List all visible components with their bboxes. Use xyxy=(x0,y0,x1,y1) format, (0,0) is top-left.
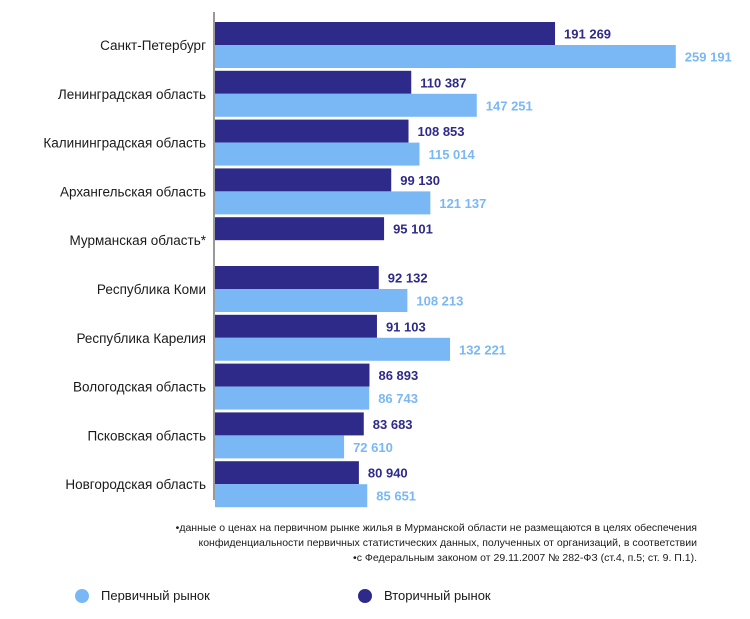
bar-secondary-market xyxy=(215,461,359,485)
value-label-secondary: 92 132 xyxy=(388,271,428,286)
value-label-primary: 132 221 xyxy=(459,342,506,357)
legend-item-secondary: Вторичный рынок xyxy=(358,588,491,603)
category-label: Ленинградская область xyxy=(58,87,206,102)
legend-swatch-primary xyxy=(75,588,89,603)
bar-primary-market xyxy=(215,289,408,312)
value-label-secondary: 83 683 xyxy=(373,417,413,432)
category-label: Калининградская область xyxy=(43,136,206,151)
category-label: Мурманская область* xyxy=(69,233,206,248)
bar-secondary-market xyxy=(215,70,412,94)
bar-secondary-market xyxy=(215,314,377,338)
bar-secondary-market xyxy=(215,22,556,45)
bar-secondary-market xyxy=(215,412,364,436)
value-label-primary: 115 014 xyxy=(428,147,475,162)
legend-item-primary: Первичный рынок xyxy=(75,588,210,603)
value-label-secondary: 191 269 xyxy=(564,27,611,42)
bar-secondary-market xyxy=(215,363,370,387)
bar-primary-market xyxy=(215,142,420,166)
bar-chart: Санкт-Петербург 191 269 259 191 Ленинградск… xyxy=(43,12,732,508)
value-label-secondary: 80 940 xyxy=(368,466,408,481)
bar-primary-market xyxy=(215,191,431,215)
category-label: Санкт-Петербург xyxy=(100,38,206,53)
bar-secondary-market xyxy=(215,266,379,289)
value-label-primary: 259 191 xyxy=(685,50,732,65)
bar-secondary-market xyxy=(215,168,392,192)
bar-primary-market xyxy=(215,386,370,410)
bars-layer: Санкт-Петербург 191 269 259 191 Ленинградск… xyxy=(43,22,732,508)
bar-primary-market xyxy=(215,93,477,117)
category-label: Новгородская область xyxy=(65,477,206,492)
value-label-secondary: 99 130 xyxy=(400,173,440,188)
value-label-primary: 147 251 xyxy=(486,98,533,113)
category-label: Псковская область xyxy=(87,428,206,443)
category-label: Вологодская область xyxy=(73,380,206,395)
footnote: •данные о ценах на первичном рынке жилья… xyxy=(57,521,697,566)
category-label: Республика Коми xyxy=(97,282,206,297)
category-label: Республика Карелия xyxy=(76,331,206,346)
value-label-primary: 121 137 xyxy=(439,196,486,211)
bar-secondary-market xyxy=(215,119,409,143)
value-label-secondary: 91 103 xyxy=(386,319,426,334)
legend-swatch-secondary xyxy=(358,588,372,603)
value-label-primary: 85 651 xyxy=(376,489,416,504)
value-label-primary: 86 743 xyxy=(378,391,418,406)
bar-secondary-market xyxy=(215,217,385,241)
value-label-secondary: 86 893 xyxy=(378,368,418,383)
legend-label-secondary: Вторичный рынок xyxy=(384,588,491,603)
category-label: Архангельская область xyxy=(60,184,206,199)
footnote-line-1: •данные о ценах на первичном рынке жилья… xyxy=(175,522,697,534)
value-label-primary: 72 610 xyxy=(353,440,393,455)
footnote-line-3: •с Федеральным законом от 29.11.2007 № 2… xyxy=(353,552,697,564)
bar-primary-market xyxy=(215,484,368,508)
value-label-secondary: 110 387 xyxy=(420,75,466,90)
value-label-secondary: 95 101 xyxy=(393,222,433,237)
footnote-line-2: конфиденциальности первичных статистичес… xyxy=(198,537,697,549)
bar-primary-market xyxy=(215,435,345,459)
value-label-secondary: 108 853 xyxy=(418,124,465,139)
legend-label-primary: Первичный рынок xyxy=(101,588,210,603)
value-label-primary: 108 213 xyxy=(416,294,463,309)
bar-primary-market xyxy=(215,45,676,68)
bar-primary-market xyxy=(215,337,451,361)
